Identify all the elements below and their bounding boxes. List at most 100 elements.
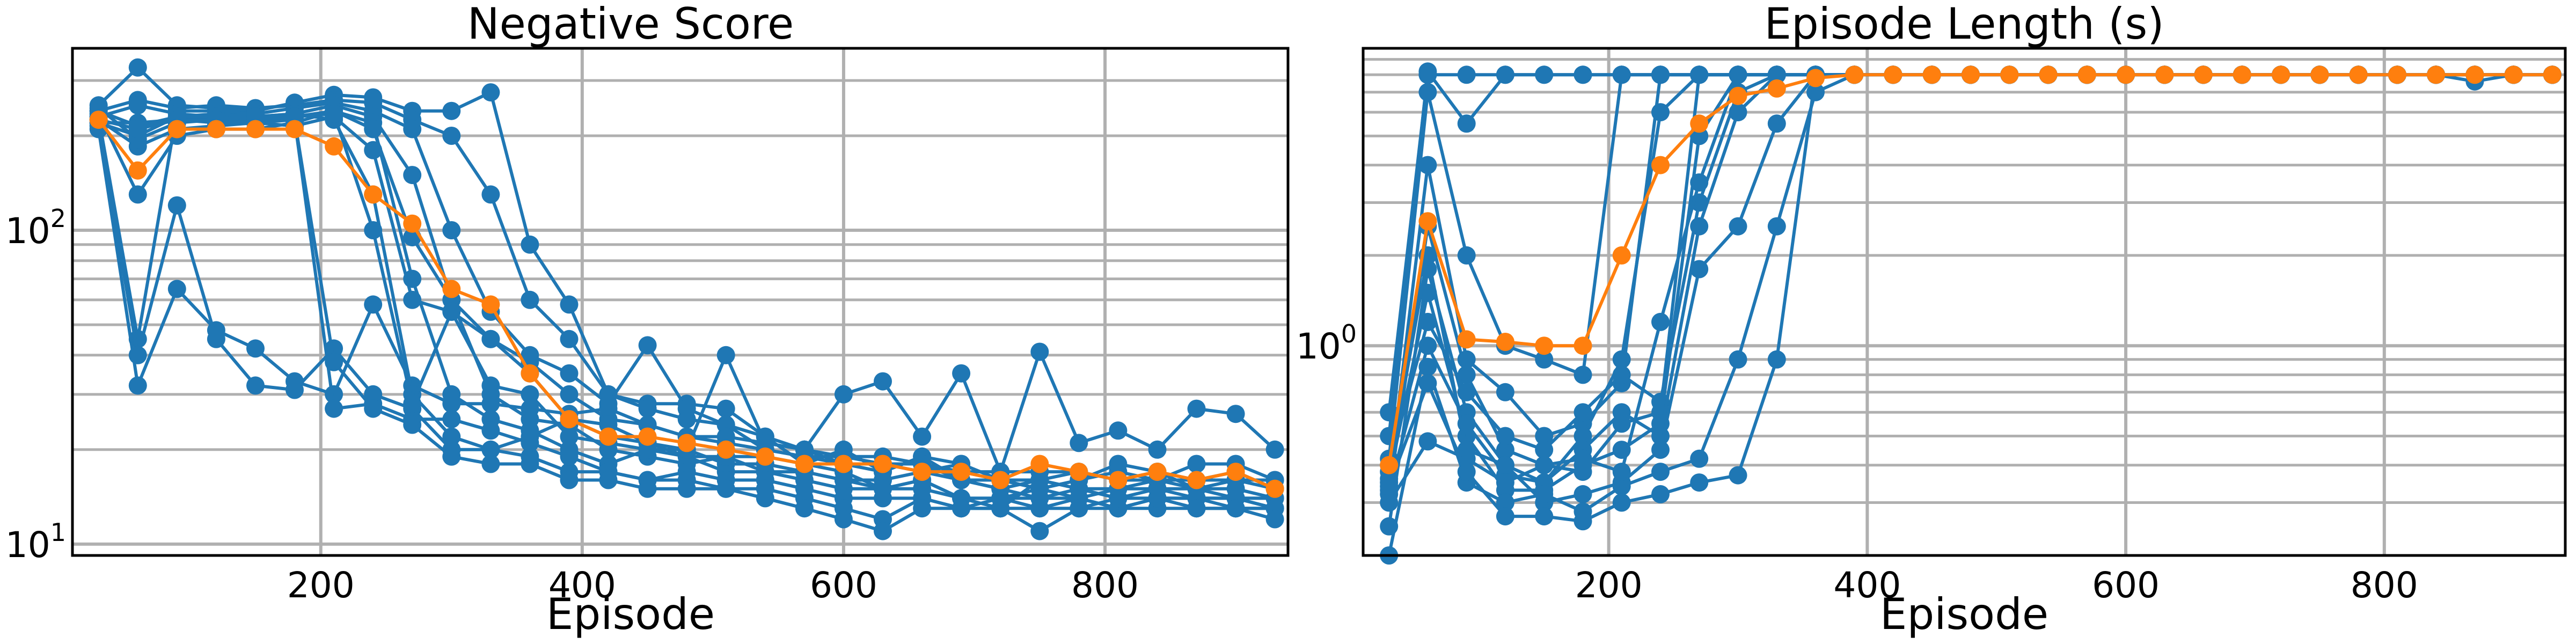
data-point	[560, 364, 579, 383]
data-point	[952, 463, 971, 481]
data-point	[1535, 427, 1554, 445]
data-point	[1148, 489, 1167, 508]
data-point	[1380, 456, 1399, 474]
data-point	[1574, 365, 1592, 384]
data-point	[1226, 499, 1245, 518]
data-point	[1187, 471, 1206, 489]
data-point	[1535, 456, 1554, 474]
data-point	[1496, 473, 1514, 492]
data-point	[1690, 65, 1709, 84]
data-point	[521, 235, 539, 254]
data-point	[1535, 336, 1554, 355]
data-point	[756, 447, 774, 466]
data-point	[560, 410, 579, 429]
series-line	[1387, 73, 2552, 504]
data-point	[521, 410, 539, 429]
data-point	[1612, 365, 1631, 384]
data-point	[560, 471, 579, 489]
x-tick-label: 600	[2092, 565, 2160, 606]
data-point	[1226, 463, 1245, 481]
data-point	[364, 399, 383, 418]
data-point	[1690, 173, 1709, 192]
data-point	[991, 471, 1010, 489]
data-point	[1030, 499, 1049, 518]
data-point	[403, 290, 422, 309]
data-point	[167, 196, 186, 215]
series-line	[1387, 73, 2552, 459]
data-point	[167, 280, 186, 298]
x-tick-label: 600	[810, 565, 877, 606]
data-point	[1767, 217, 1786, 236]
data-point	[599, 427, 618, 446]
data-point	[1690, 114, 1709, 133]
data-point	[1457, 365, 1476, 384]
data-point	[325, 105, 343, 123]
data-point	[128, 376, 147, 395]
data-point	[1418, 212, 1437, 231]
data-point	[1457, 383, 1476, 401]
data-point	[2388, 65, 2406, 84]
x-tick-labels: 200 400 600 800	[1575, 565, 2418, 606]
data-point	[1690, 260, 1709, 279]
x-axis-label: Episode	[1880, 589, 2048, 639]
data-point	[1030, 455, 1049, 473]
data-point	[521, 455, 539, 473]
data-point	[2349, 65, 2368, 84]
data-point	[1535, 507, 1554, 526]
data-point	[677, 479, 696, 498]
series-line	[1387, 73, 2552, 527]
series-line	[1387, 73, 2552, 466]
data-point	[1729, 86, 1747, 105]
data-point	[1265, 510, 1284, 529]
data-point	[1612, 65, 1631, 84]
data-point	[521, 364, 539, 383]
data-point	[1457, 114, 1476, 133]
data-point	[364, 295, 383, 314]
x-tick-label: 200	[1575, 565, 1643, 606]
data-point	[1457, 65, 1476, 84]
data-point	[442, 410, 461, 429]
data-point	[1109, 421, 1128, 440]
series-line	[1387, 73, 2552, 466]
data-point	[1030, 342, 1049, 361]
data-point	[1690, 473, 1709, 492]
data-point	[874, 455, 892, 473]
data-point	[2117, 65, 2135, 84]
data-point	[246, 376, 265, 395]
data-point	[1418, 62, 1437, 81]
data-point	[2000, 65, 2019, 84]
data-point	[2233, 65, 2251, 84]
data-point	[638, 479, 657, 498]
plot-frame	[1362, 47, 2567, 557]
chart-title-episode-length: Episode Length (s)	[1764, 0, 2164, 49]
data-point	[481, 83, 500, 102]
data-point	[716, 427, 735, 446]
data-point	[481, 455, 500, 473]
data-point	[521, 385, 539, 404]
data-point	[481, 440, 500, 459]
data-point	[1148, 463, 1167, 481]
data-point	[1030, 522, 1049, 540]
data-point	[2155, 65, 2174, 84]
data-point	[1729, 466, 1747, 485]
data-point	[1806, 69, 1825, 87]
data-point	[795, 455, 814, 473]
data-point	[716, 479, 735, 498]
data-point	[128, 58, 147, 77]
data-point	[403, 166, 422, 185]
data-point	[1729, 103, 1747, 122]
data-point	[1109, 489, 1128, 508]
data-point	[1418, 156, 1437, 174]
data-point	[1109, 455, 1128, 473]
data-point	[1574, 336, 1592, 355]
data-point	[716, 399, 735, 418]
y-tick-label: 100	[1296, 319, 1357, 367]
data-point	[1651, 312, 1670, 331]
data-point	[1962, 65, 1980, 84]
data-point	[1845, 65, 1864, 84]
data-point	[1767, 79, 1786, 98]
data-point	[1187, 499, 1206, 518]
data-point	[1574, 485, 1592, 503]
data-point	[128, 346, 147, 364]
